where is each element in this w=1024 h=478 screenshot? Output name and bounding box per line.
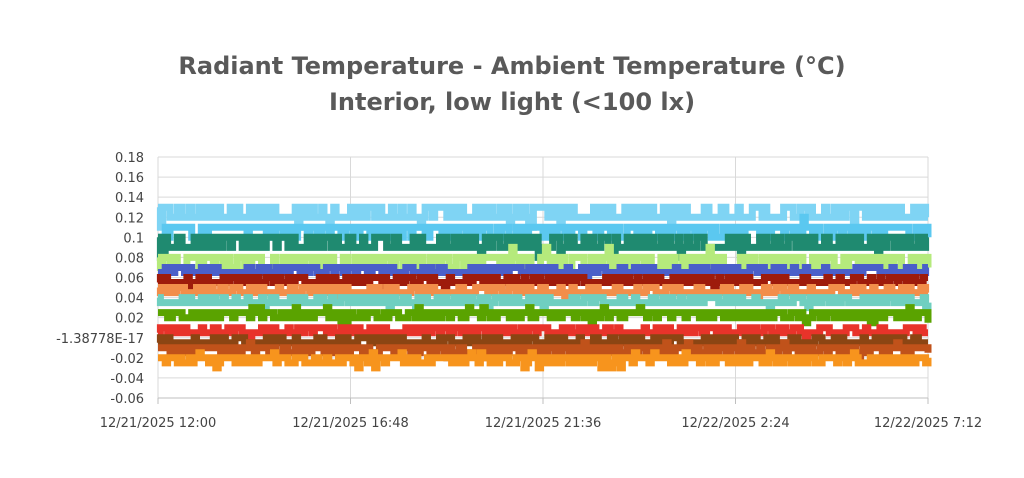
x-tick-label: 12/22/2025 7:12 bbox=[874, 416, 982, 431]
y-tick-label: 0.12 bbox=[115, 211, 144, 226]
series-line-8 bbox=[156, 294, 932, 312]
chart-subtitle: Interior, low light (<100 lx) bbox=[328, 88, 696, 116]
y-tick-label: -0.06 bbox=[110, 392, 144, 407]
series-line-6 bbox=[156, 274, 928, 291]
y-tick-label: 0.1 bbox=[123, 231, 144, 246]
series-group bbox=[156, 203, 932, 372]
series-line-12 bbox=[158, 339, 932, 362]
x-tick-label: 12/21/2025 12:00 bbox=[100, 416, 217, 431]
chart-title: Radiant Temperature - Ambient Temperatur… bbox=[178, 52, 846, 80]
y-tick-label: 0.14 bbox=[115, 191, 144, 206]
y-tick-label: 0.02 bbox=[115, 312, 144, 327]
y-tick-label: -0.04 bbox=[110, 372, 144, 387]
y-tick-label: -1.38778E-17 bbox=[56, 332, 144, 347]
series-line-7 bbox=[156, 284, 930, 302]
series-line-9 bbox=[158, 304, 932, 327]
y-tick-label: 0.08 bbox=[115, 251, 144, 266]
y-tick-label: 0.18 bbox=[115, 151, 144, 166]
x-axis: 12/21/2025 12:00 12/21/2025 16:48 12/21/20… bbox=[100, 416, 982, 431]
y-tick-label: 0.16 bbox=[115, 171, 144, 186]
x-tick-label: 12/22/2025 2:24 bbox=[681, 416, 789, 431]
series-line-13 bbox=[158, 349, 932, 372]
x-tick-label: 12/21/2025 21:36 bbox=[485, 416, 602, 431]
series-line-5 bbox=[158, 264, 930, 281]
series-line-10 bbox=[156, 324, 928, 342]
y-tick-label: 0.04 bbox=[115, 292, 144, 307]
series-line-11 bbox=[156, 334, 928, 352]
y-tick-label: -0.02 bbox=[110, 352, 144, 367]
y-tick-label: 0.06 bbox=[115, 272, 144, 287]
x-tick-label: 12/21/2025 16:48 bbox=[292, 416, 409, 431]
y-axis: 0.18 0.16 0.14 0.12 0.1 0.08 0.06 0.04 0.02 -1.38… bbox=[56, 151, 144, 407]
